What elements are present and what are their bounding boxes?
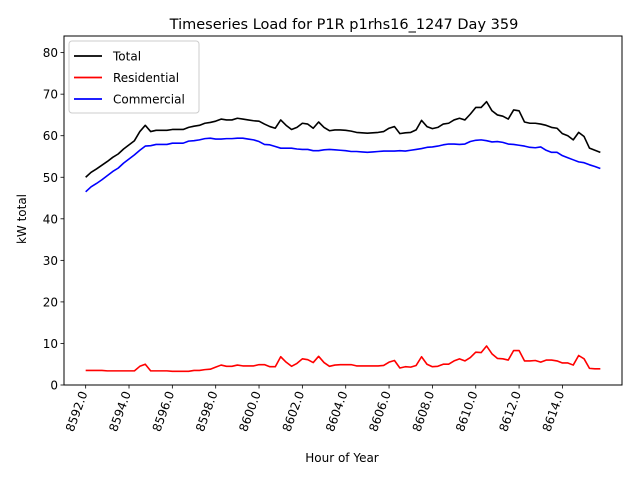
x-tick-label: 8604.0 bbox=[323, 389, 351, 433]
y-tick-label: 30 bbox=[43, 254, 58, 268]
x-tick-label: 8606.0 bbox=[366, 389, 394, 433]
legend: Total Residential Commercial bbox=[68, 40, 200, 114]
y-tick-label: 40 bbox=[43, 212, 58, 226]
x-tick-label: 8608.0 bbox=[410, 389, 438, 433]
x-tick-label: 8612.0 bbox=[496, 389, 524, 433]
y-tick-label: 0 bbox=[50, 379, 58, 393]
x-tick-label: 8610.0 bbox=[453, 389, 481, 433]
x-tick-label: 8614.0 bbox=[540, 389, 568, 433]
x-tick-label: 8598.0 bbox=[193, 389, 221, 433]
series-layer bbox=[85, 100, 601, 373]
y-axis-label: kW total bbox=[15, 194, 29, 244]
legend-box bbox=[68, 40, 200, 114]
plot-frame bbox=[63, 35, 623, 386]
series-line-total bbox=[85, 100, 601, 178]
legend-label-commercial: Commercial bbox=[113, 93, 185, 107]
y-tick-label: 20 bbox=[43, 295, 58, 309]
x-tick-label: 8594.0 bbox=[106, 389, 134, 433]
x-tick-label: 8592.0 bbox=[63, 389, 91, 433]
x-tick-label: 8596.0 bbox=[150, 389, 178, 433]
chart-title: Timeseries Load for P1R p1rhs16_1247 Day… bbox=[169, 17, 519, 33]
x-axis-label: Hour of Year bbox=[305, 451, 379, 465]
legend-label-total: Total bbox=[112, 50, 141, 64]
legend-label-residential: Residential bbox=[113, 71, 179, 85]
x-tick-label: 8600.0 bbox=[236, 389, 264, 433]
y-tick-label: 80 bbox=[43, 46, 58, 60]
x-tick-label: 8602.0 bbox=[280, 389, 308, 433]
y-tick-label: 60 bbox=[43, 129, 58, 143]
series-line-commercial bbox=[85, 137, 601, 193]
y-tick-label: 10 bbox=[43, 337, 58, 351]
y-tick-label: 50 bbox=[43, 171, 58, 185]
series-line-residential bbox=[85, 345, 601, 373]
y-tick-label: 70 bbox=[43, 88, 58, 102]
